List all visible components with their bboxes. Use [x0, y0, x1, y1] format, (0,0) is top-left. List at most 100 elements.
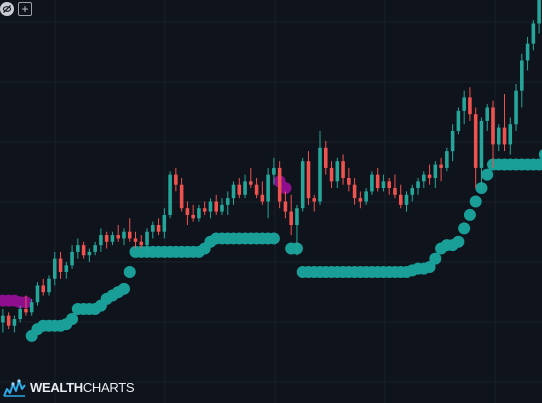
trailing-stop-dot: [533, 158, 542, 171]
trailing-stop-dot: [538, 149, 542, 160]
candle-body: [191, 214, 195, 219]
candle: [283, 191, 288, 219]
candle: [277, 161, 282, 209]
candle-body: [58, 258, 63, 273]
candle: [473, 107, 478, 189]
candle-body: [197, 208, 201, 219]
brand-name-rest: CHARTS: [82, 379, 135, 395]
candle: [422, 171, 426, 189]
candle: [197, 204, 201, 222]
candle-body: [81, 245, 86, 256]
candle: [295, 204, 299, 256]
candle: [6, 312, 11, 330]
candle-body: [502, 127, 507, 145]
candle-body: [179, 184, 184, 209]
candle-body: [1, 315, 5, 323]
candle: [93, 241, 97, 256]
candle: [52, 251, 57, 286]
candle: [508, 117, 513, 155]
candle-body: [329, 167, 334, 182]
candle: [404, 191, 409, 212]
candle: [208, 198, 213, 219]
candle: [24, 295, 28, 316]
candle: [329, 161, 334, 189]
candle: [352, 177, 357, 205]
candle: [468, 87, 472, 121]
candle-body: [156, 225, 161, 232]
candle-body: [202, 208, 207, 212]
candle: [214, 194, 219, 215]
candle-body: [422, 174, 426, 182]
candle-body: [272, 167, 276, 175]
candle: [306, 151, 311, 205]
candle-body: [162, 214, 167, 232]
candle: [151, 221, 155, 239]
candle-body: [6, 315, 11, 326]
candle: [249, 167, 253, 189]
trailing-stop-dot: [423, 260, 436, 273]
candle-body: [283, 201, 288, 212]
candle-body: [479, 120, 484, 168]
candle: [318, 130, 322, 205]
candle: [18, 305, 22, 323]
candle: [70, 245, 74, 269]
trailing-stop-dot: [469, 195, 482, 208]
candle: [145, 228, 149, 252]
candle: [81, 241, 86, 259]
candle: [525, 36, 530, 71]
candle-body: [70, 251, 74, 266]
candle: [237, 177, 242, 199]
candle: [220, 198, 224, 215]
candle: [370, 171, 374, 195]
candle: [231, 181, 236, 205]
candle-body: [110, 235, 115, 242]
trailing-stop-dot: [458, 222, 471, 235]
candle: [398, 184, 403, 209]
candle: [375, 167, 380, 192]
candle: [133, 231, 138, 249]
candle: [162, 208, 167, 239]
candle-body: [208, 201, 213, 212]
plus-icon[interactable]: +: [18, 2, 32, 16]
candle-body: [300, 161, 305, 209]
candle: [347, 167, 351, 192]
candle: [29, 298, 34, 316]
candle: [168, 171, 172, 219]
candle: [47, 275, 51, 296]
candle: [445, 147, 449, 172]
candle-body: [496, 127, 501, 145]
candle-body: [174, 174, 178, 185]
trailing-stop-series: [0, 149, 542, 342]
candle-body: [531, 23, 536, 44]
candle-body: [29, 302, 34, 313]
candle-body: [341, 161, 345, 178]
candle-body: [398, 194, 403, 205]
candle-body: [537, 0, 541, 24]
candle: [41, 278, 46, 296]
candle-body: [312, 198, 317, 202]
wealthcharts-logo-icon: [3, 379, 26, 397]
candle: [1, 308, 5, 333]
candle-body: [277, 167, 282, 202]
candle-body: [450, 130, 455, 152]
candle: [254, 177, 259, 199]
candle-body: [76, 245, 80, 252]
candle: [76, 238, 80, 259]
candle-body: [12, 319, 17, 326]
candle: [427, 164, 432, 185]
candle-body: [358, 198, 363, 202]
candle: [272, 157, 276, 185]
brand-name: WEALTHCHARTS: [30, 379, 135, 395]
candle-body: [352, 184, 357, 199]
candle: [381, 174, 386, 192]
candle-body: [266, 174, 270, 202]
candle-body: [295, 208, 299, 226]
brand-logo: WEALTHCHARTS: [2, 377, 135, 397]
candle: [416, 177, 420, 195]
candle-body: [151, 225, 155, 232]
candle: [260, 181, 265, 205]
candlestick-series: [1, 0, 541, 333]
eye-slash-icon[interactable]: [0, 2, 14, 16]
